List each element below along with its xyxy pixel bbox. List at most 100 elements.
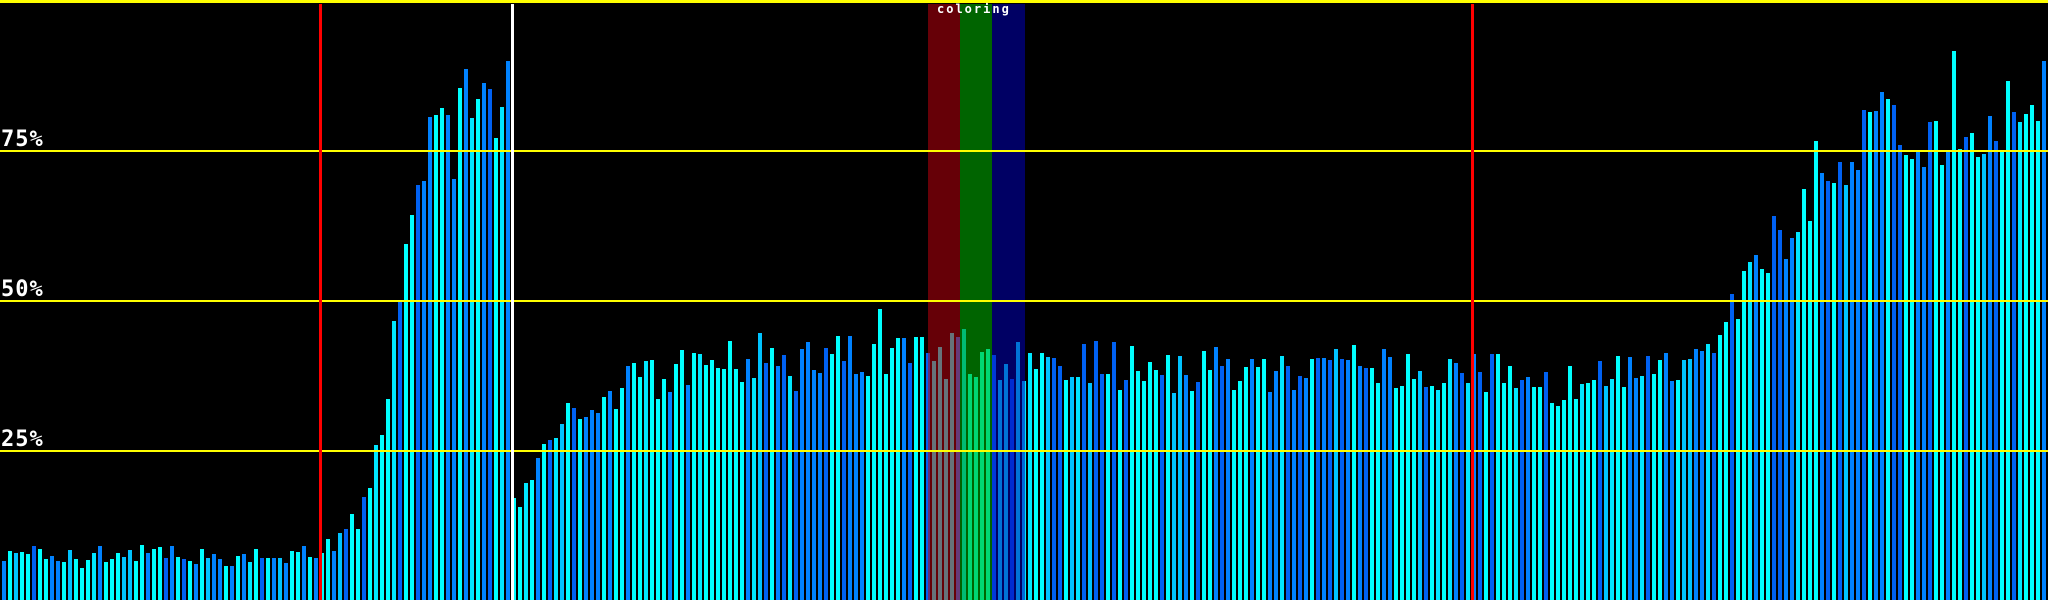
bar — [254, 548, 258, 600]
bar — [236, 555, 240, 600]
bar — [1466, 383, 1470, 600]
bar — [1586, 382, 1590, 600]
bar — [2018, 121, 2022, 600]
bar — [644, 361, 648, 600]
bar — [800, 348, 804, 600]
bar — [1298, 376, 1302, 600]
bar — [1136, 371, 1140, 600]
bar — [1454, 363, 1458, 600]
bar — [1538, 386, 1542, 600]
bar — [1052, 357, 1056, 600]
bar — [422, 181, 426, 600]
bar — [1220, 366, 1224, 600]
bar — [356, 529, 360, 600]
bar — [1418, 370, 1422, 600]
bar — [1544, 371, 1548, 600]
bar — [26, 553, 30, 600]
bar — [1988, 116, 1992, 600]
coloring-band-blue — [992, 4, 1025, 600]
bar — [146, 552, 150, 600]
bar — [488, 89, 492, 600]
bar — [746, 358, 750, 600]
bar — [878, 309, 882, 600]
bar — [1484, 392, 1488, 600]
bar — [1232, 390, 1236, 600]
bar — [1082, 344, 1086, 600]
bar — [50, 555, 54, 600]
bar — [32, 546, 36, 600]
bar — [482, 83, 486, 600]
bar — [1664, 353, 1668, 600]
bar — [434, 114, 438, 600]
bar — [1532, 386, 1536, 600]
bar — [332, 551, 336, 600]
bar — [1094, 340, 1098, 600]
bar — [1628, 356, 1632, 600]
bar — [806, 342, 810, 600]
bar — [1658, 360, 1662, 600]
bar — [1772, 216, 1776, 600]
bar — [1868, 111, 1872, 600]
bar — [1502, 383, 1506, 600]
bar — [44, 559, 48, 600]
bar — [620, 387, 624, 600]
bar — [686, 385, 690, 600]
bar — [416, 185, 420, 600]
bar — [38, 549, 42, 600]
bar — [1796, 232, 1800, 600]
bar — [2024, 113, 2028, 600]
bar — [80, 567, 84, 600]
bar — [716, 368, 720, 600]
bar — [1070, 377, 1074, 600]
bar — [2042, 61, 2046, 600]
bar — [1400, 386, 1404, 600]
bar — [698, 354, 702, 600]
bar — [200, 549, 204, 600]
bar — [290, 550, 294, 600]
bar — [1760, 268, 1764, 600]
bar — [194, 564, 198, 600]
bar — [1682, 360, 1686, 600]
bar — [1472, 353, 1476, 600]
bar — [1730, 294, 1734, 600]
gridline-75pct — [0, 150, 2048, 152]
bar — [602, 397, 606, 600]
bar — [1478, 371, 1482, 600]
bar — [548, 440, 552, 600]
bar — [1058, 366, 1062, 600]
bar — [230, 565, 234, 600]
bar — [284, 562, 288, 600]
bar — [206, 558, 210, 600]
bar — [1202, 350, 1206, 600]
bar — [1820, 172, 1824, 600]
bar — [1160, 375, 1164, 600]
bar — [1898, 145, 1902, 600]
bar — [578, 418, 582, 600]
bar — [728, 341, 732, 600]
bar — [2006, 81, 2010, 600]
bar — [464, 68, 468, 600]
bar — [674, 364, 678, 600]
bar — [170, 546, 174, 600]
bar — [1364, 368, 1368, 600]
bar — [1550, 403, 1554, 600]
bar — [314, 557, 318, 600]
bar — [1322, 358, 1326, 600]
bar — [1274, 371, 1278, 600]
bar — [1448, 359, 1452, 600]
bar — [1970, 132, 1974, 600]
bar — [794, 390, 798, 600]
bar — [740, 382, 744, 600]
bar — [764, 363, 768, 600]
bar — [1346, 359, 1350, 600]
bar — [560, 424, 564, 600]
bar — [1562, 399, 1566, 600]
bar — [224, 566, 228, 600]
bar — [830, 354, 834, 600]
bar — [590, 409, 594, 600]
bar — [1910, 158, 1914, 600]
bar — [1214, 346, 1218, 600]
bar — [128, 550, 132, 600]
bar — [350, 513, 354, 600]
